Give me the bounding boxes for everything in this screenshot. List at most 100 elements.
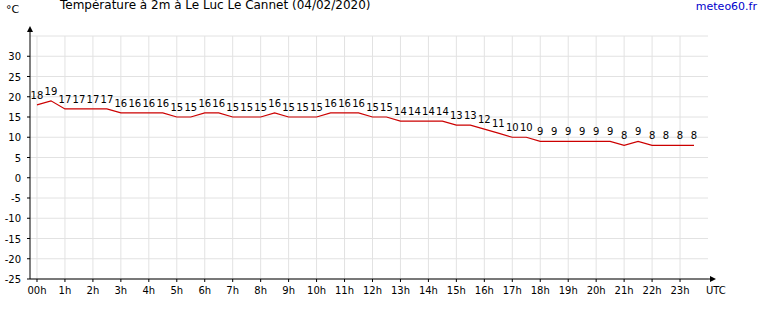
data-label: 11 — [492, 118, 505, 129]
data-label: 15 — [240, 102, 253, 113]
data-label: 15 — [310, 102, 323, 113]
x-tick — [288, 279, 289, 282]
data-label: 9 — [579, 126, 585, 137]
x-tick — [512, 279, 513, 282]
y-tick — [27, 76, 30, 77]
x-tick-label: 00h — [27, 285, 46, 296]
x-tick — [680, 279, 681, 282]
y-grid-line — [30, 56, 708, 57]
x-tick — [400, 279, 401, 282]
y-grid-line — [30, 157, 708, 158]
x-tick-label: 4h — [142, 285, 155, 296]
data-label: 9 — [635, 126, 641, 137]
x-tick-label: 21h — [615, 285, 634, 296]
x-grid-line — [64, 36, 65, 279]
x-tick-label: 1h — [59, 285, 72, 296]
x-tick — [652, 279, 653, 282]
data-label: 10 — [520, 122, 533, 133]
y-tick — [27, 56, 30, 57]
x-grid-line — [148, 36, 149, 279]
x-grid-line — [512, 36, 513, 279]
data-label: 16 — [114, 98, 127, 109]
x-tick — [540, 279, 541, 282]
x-tick-label: 23h — [671, 285, 690, 296]
source: meteo60.fr — [696, 0, 758, 13]
data-label: 8 — [649, 130, 655, 141]
x-tick — [428, 279, 429, 282]
data-label: 15 — [184, 102, 197, 113]
x-tick-label: 2h — [87, 285, 100, 296]
data-label: 16 — [198, 98, 211, 109]
x-tick — [260, 279, 261, 282]
x-grid-line — [652, 36, 653, 279]
x-tick — [204, 279, 205, 282]
x-tick — [568, 279, 569, 282]
x-grid-line — [120, 36, 121, 279]
y-tick-label: 5 — [15, 153, 21, 164]
x-tick — [120, 279, 121, 282]
x-grid-line — [372, 36, 373, 279]
data-label: 15 — [380, 102, 393, 113]
y-tick — [27, 218, 30, 219]
y-tick — [27, 198, 30, 199]
x-tick — [456, 279, 457, 282]
x-tick — [596, 279, 597, 282]
data-label: 8 — [621, 130, 627, 141]
data-label: 19 — [45, 86, 58, 97]
y-grid-line — [30, 218, 708, 219]
x-axis-arrow — [710, 276, 716, 282]
y-axis-arrow — [27, 26, 33, 32]
data-label: 15 — [226, 102, 239, 113]
data-label: 12 — [478, 114, 491, 125]
y-tick-label: -10 — [5, 213, 21, 224]
data-label: 13 — [464, 110, 477, 121]
data-label: 16 — [142, 98, 155, 109]
y-tick — [27, 157, 30, 158]
data-label: 8 — [663, 130, 669, 141]
data-label: 18 — [31, 90, 44, 101]
y-grid-line — [30, 76, 708, 77]
y-axis-label: °C — [6, 3, 20, 16]
data-label: 16 — [212, 98, 225, 109]
x-tick-label: 9h — [282, 285, 295, 296]
data-label: 14 — [436, 106, 449, 117]
y-grid-line — [30, 117, 708, 118]
x-tick-label: 20h — [587, 285, 606, 296]
y-grid-line — [30, 238, 708, 239]
x-tick-label: 18h — [531, 285, 550, 296]
data-label: 15 — [296, 102, 309, 113]
y-tick — [27, 177, 30, 178]
data-label: 16 — [352, 98, 365, 109]
y-tick-label: -5 — [11, 193, 21, 204]
x-grid-line — [624, 36, 625, 279]
data-label: 9 — [565, 126, 571, 137]
x-tick — [176, 279, 177, 282]
data-label: 14 — [422, 106, 435, 117]
x-grid-line — [456, 36, 457, 279]
x-grid-line — [204, 36, 205, 279]
x-tick-label: 16h — [475, 285, 494, 296]
y-grid-line — [30, 177, 708, 178]
data-label: 16 — [324, 98, 337, 109]
x-grid-line — [484, 36, 485, 279]
x-tick-label: 12h — [363, 285, 382, 296]
x-tick-label: 3h — [115, 285, 128, 296]
y-tick-label: -25 — [5, 274, 21, 285]
data-label: 15 — [366, 102, 379, 113]
x-tick — [232, 279, 233, 282]
data-label: 9 — [593, 126, 599, 137]
x-tick-label: 7h — [226, 285, 239, 296]
x-tick-label: 11h — [335, 285, 354, 296]
y-tick-label: 10 — [8, 132, 21, 143]
y-grid-line — [30, 258, 708, 259]
data-label: 16 — [268, 98, 281, 109]
y-tick — [27, 137, 30, 138]
y-tick — [27, 96, 30, 97]
x-tick-label: 19h — [559, 285, 578, 296]
data-label: 9 — [537, 126, 543, 137]
x-tick — [64, 279, 65, 282]
data-label: 15 — [254, 102, 267, 113]
y-tick-label: 25 — [8, 72, 21, 83]
x-tick-label: 17h — [503, 285, 522, 296]
page: {"chart_data": { "type": "line", "title"… — [0, 0, 765, 320]
